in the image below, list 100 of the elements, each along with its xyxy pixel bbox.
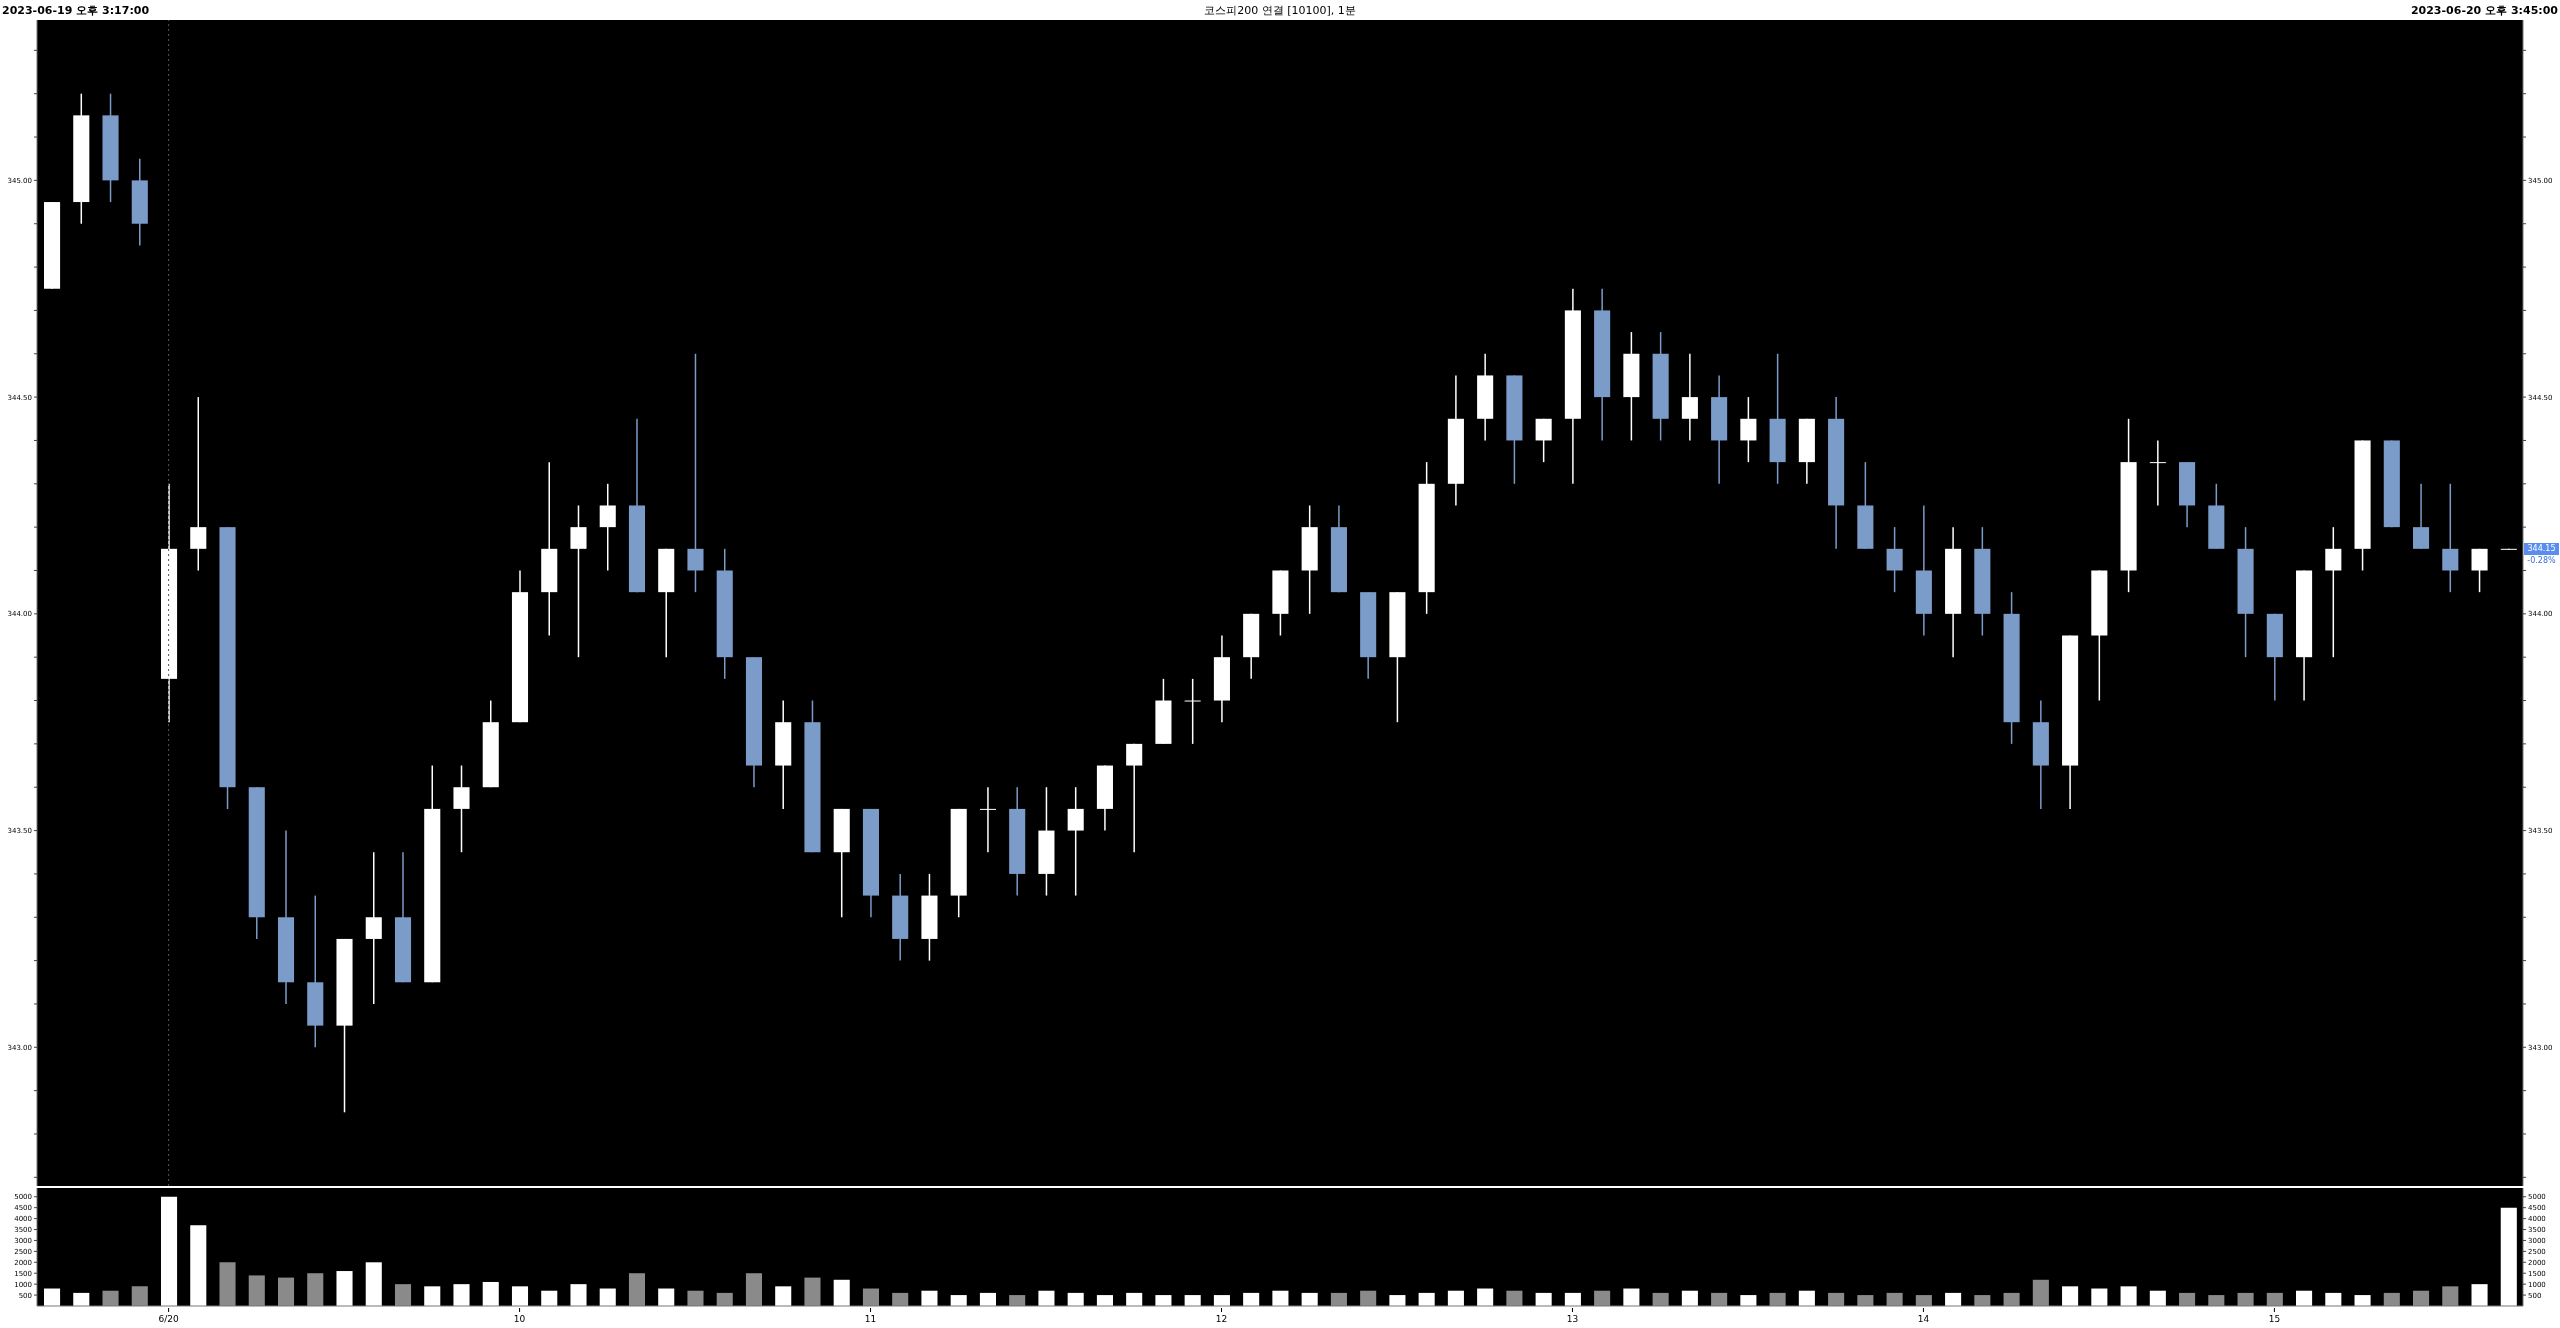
candlestick	[365, 851, 382, 1005]
bar	[336, 1271, 353, 1306]
bar	[833, 1279, 850, 1306]
bar	[1213, 1295, 1230, 1306]
bar	[628, 1273, 646, 1306]
bar	[1477, 1288, 1494, 1306]
bar	[862, 1288, 879, 1306]
bar	[1681, 1290, 1698, 1306]
x-tick-label: 10	[513, 1314, 526, 1324]
bar	[1301, 1292, 1318, 1306]
bar	[160, 1196, 178, 1306]
candlestick	[1886, 526, 1903, 593]
bar	[716, 1292, 733, 1306]
bar	[131, 1286, 148, 1306]
candlestick	[2471, 548, 2488, 593]
bar	[1096, 1295, 1113, 1306]
bar	[541, 1290, 558, 1306]
bar	[277, 1277, 295, 1306]
bar	[1418, 1292, 1435, 1306]
bar	[1828, 1292, 1845, 1306]
bar	[248, 1275, 265, 1306]
bar	[950, 1295, 967, 1306]
bar	[190, 1225, 207, 1306]
x-tick-label: 11	[864, 1314, 877, 1324]
bar	[453, 1284, 470, 1306]
text: 2023-06-20 오후 3:45:00	[2410, 3, 2558, 18]
bar	[307, 1273, 324, 1306]
candlestick	[2149, 439, 2166, 507]
candlestick	[1740, 396, 1757, 463]
candlestick	[2442, 483, 2459, 593]
bar	[44, 1288, 61, 1306]
bar	[73, 1292, 90, 1306]
text: -0.28%	[2526, 554, 2557, 567]
bar	[1067, 1292, 1084, 1306]
bar	[2149, 1290, 2166, 1306]
bar	[424, 1286, 441, 1306]
bar	[2442, 1286, 2459, 1306]
bar	[2413, 1290, 2430, 1306]
candlestick	[570, 504, 587, 658]
bar	[1243, 1292, 1260, 1306]
bar	[394, 1284, 412, 1306]
bar	[1652, 1292, 1669, 1306]
bar	[892, 1292, 909, 1306]
x-tick-label: 15	[2268, 1314, 2281, 1324]
bar	[482, 1281, 499, 1306]
bar	[102, 1290, 119, 1306]
bar	[1330, 1292, 1347, 1306]
bar	[1009, 1295, 1026, 1306]
bar	[1857, 1295, 1874, 1306]
bar	[1126, 1292, 1143, 1306]
bar	[1974, 1295, 1991, 1306]
bar	[1447, 1290, 1464, 1306]
bar	[687, 1290, 704, 1306]
bar	[1594, 1290, 1611, 1306]
bar	[1915, 1295, 1932, 1306]
bar	[921, 1290, 938, 1306]
bar	[2091, 1288, 2108, 1306]
x-tick-label: 12	[1215, 1314, 1228, 1324]
bar	[1155, 1295, 1172, 1306]
bar	[2032, 1279, 2049, 1306]
bar	[1711, 1292, 1728, 1306]
candlestick	[599, 483, 616, 572]
candlestick	[1184, 678, 1201, 745]
bar	[2266, 1292, 2283, 1306]
candlestick	[1681, 353, 1698, 442]
candlestick	[190, 396, 207, 572]
bar	[804, 1277, 821, 1306]
bar	[511, 1286, 529, 1306]
candlestick	[687, 353, 704, 593]
text: 2023-06-19 오후 3:17:00	[2, 3, 150, 18]
bar	[1564, 1292, 1581, 1306]
annotation: 344.15	[2524, 542, 2559, 555]
bar	[2062, 1286, 2079, 1306]
candlestick	[1535, 418, 1552, 463]
bar	[2237, 1292, 2254, 1306]
candlestick	[1067, 786, 1084, 897]
bar	[2179, 1292, 2196, 1306]
bar	[745, 1273, 763, 1306]
bar	[1360, 1290, 1377, 1306]
bar	[1886, 1292, 1903, 1306]
candlestick	[2325, 526, 2342, 658]
bar	[775, 1286, 792, 1306]
bar	[2325, 1292, 2342, 1306]
bar	[1945, 1292, 1962, 1306]
bar	[599, 1288, 616, 1306]
bar	[2383, 1292, 2400, 1306]
bar	[1506, 1290, 1523, 1306]
bar	[1272, 1290, 1289, 1306]
bar	[1740, 1295, 1757, 1306]
bar	[2120, 1286, 2137, 1306]
bar	[658, 1288, 675, 1306]
bar	[1535, 1292, 1552, 1306]
bar	[979, 1292, 996, 1306]
bar	[2354, 1295, 2371, 1306]
bar	[1389, 1295, 1406, 1306]
candlestick	[2413, 483, 2430, 550]
bar	[2471, 1284, 2488, 1306]
bar	[1623, 1288, 1640, 1306]
bar	[1038, 1290, 1055, 1306]
bar	[1769, 1292, 1786, 1306]
